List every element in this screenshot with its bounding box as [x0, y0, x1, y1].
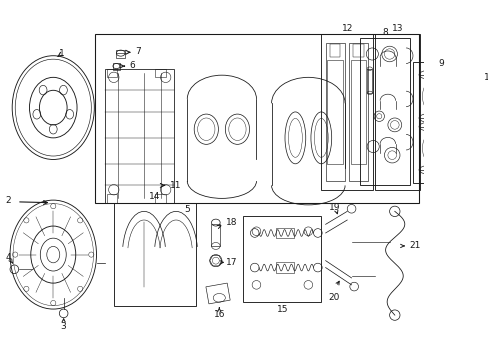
Bar: [155, 194, 165, 203]
Bar: [374, 34, 419, 190]
Text: 16: 16: [213, 310, 224, 319]
Text: 15: 15: [276, 305, 287, 314]
Text: 19: 19: [328, 203, 339, 212]
Text: 14: 14: [148, 192, 160, 201]
Text: 6: 6: [129, 61, 135, 70]
Bar: [352, 45, 363, 58]
Bar: [276, 228, 293, 238]
Text: 21: 21: [408, 242, 420, 251]
Bar: [107, 194, 117, 203]
Bar: [205, 283, 230, 304]
Bar: [113, 63, 120, 69]
Bar: [321, 34, 372, 190]
Bar: [366, 69, 371, 93]
Bar: [105, 69, 174, 203]
Bar: [326, 60, 342, 164]
Bar: [418, 127, 449, 170]
Bar: [360, 39, 409, 185]
Bar: [457, 73, 488, 177]
Bar: [116, 50, 125, 58]
Bar: [107, 69, 117, 77]
Text: 10: 10: [483, 73, 488, 82]
Bar: [211, 224, 220, 246]
Bar: [155, 69, 165, 77]
Bar: [348, 43, 367, 181]
Bar: [412, 62, 455, 183]
Text: 17: 17: [226, 258, 237, 267]
Text: 7: 7: [135, 47, 141, 56]
Bar: [350, 60, 366, 164]
Text: 18: 18: [226, 218, 237, 227]
Bar: [329, 45, 340, 58]
Text: 4: 4: [5, 253, 11, 262]
Bar: [114, 203, 196, 306]
Text: 8: 8: [382, 28, 387, 37]
Bar: [276, 262, 293, 273]
Text: 9: 9: [438, 59, 444, 68]
Text: 2: 2: [5, 197, 11, 206]
Text: 1: 1: [59, 49, 64, 58]
Bar: [243, 216, 321, 302]
Text: 5: 5: [184, 205, 190, 214]
Bar: [418, 75, 449, 118]
Text: 11: 11: [170, 181, 181, 190]
Text: 20: 20: [328, 293, 339, 302]
Text: 3: 3: [61, 322, 66, 331]
Text: 13: 13: [391, 23, 402, 32]
Text: 12: 12: [341, 23, 352, 32]
Bar: [325, 43, 344, 181]
Bar: [95, 34, 418, 203]
